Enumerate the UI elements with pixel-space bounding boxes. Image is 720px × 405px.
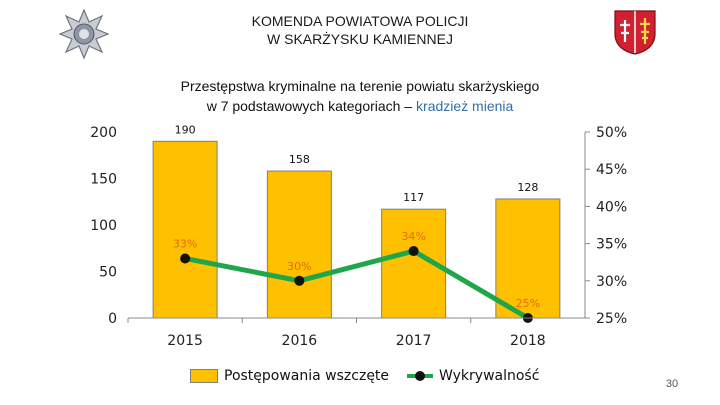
header-line-2: W SKARŻYSKU KAMIENNEJ: [267, 31, 453, 47]
left-axis-tick-label: 100: [90, 218, 117, 234]
legend: Postępowania wszczęte Wykrywalność: [190, 366, 557, 386]
left-axis-tick-label: 50: [99, 265, 117, 281]
left-axis-tick-label: 0: [108, 311, 117, 327]
line-point-2017: [408, 246, 419, 257]
bar-value-label: 158: [289, 153, 310, 166]
line-value-label: 25%: [516, 297, 540, 310]
bar-2016: [266, 170, 332, 319]
header-line-1: KOMENDA POWIATOWA POLICJI: [251, 13, 469, 29]
slide-title-highlight: kradzież mienia: [416, 98, 514, 114]
slide-title-prefix: w 7 podstawowych kategoriach –: [206, 98, 417, 114]
left-axis-tick-label: 150: [90, 172, 117, 188]
x-axis-tick-label: 2016: [282, 333, 318, 349]
bar-2015: [152, 140, 218, 319]
line-point-2016: [294, 275, 305, 286]
right-axis-tick-label: 40%: [596, 199, 627, 215]
right-axis-tick-label: 45%: [596, 162, 627, 178]
line-value-label: 33%: [173, 237, 197, 250]
legend-item-line: Wykrywalność: [407, 368, 539, 384]
slide-title-line-2: w 7 podstawowych kategoriach – kradzież …: [110, 96, 610, 116]
police-badge-icon: [58, 8, 110, 60]
detection-rate-line: [184, 248, 530, 321]
slide-title: Przestępstwa kryminalne na terenie powia…: [110, 76, 610, 116]
axes: 0 50 100 150 200 25% 30% 35% 40% 45% 50% 2015 2016 20…: [90, 125, 627, 349]
x-axis-tick-label: 2018: [510, 333, 546, 349]
legend-item-bars: Postępowania wszczęte: [190, 368, 389, 384]
bar-2018: [495, 198, 561, 319]
coat-of-arms-icon: [614, 10, 656, 55]
right-axis-tick-label: 25%: [596, 311, 627, 327]
legend-line-label: Wykrywalność: [439, 368, 540, 384]
header: KOMENDA POWIATOWA POLICJI W SKARŻYSKU KA…: [200, 12, 520, 48]
legend-bar-label: Postępowania wszczęte: [224, 368, 390, 384]
line-value-label: 30%: [287, 260, 311, 273]
page-number: 30: [665, 378, 679, 390]
right-axis-tick-label: 50%: [596, 125, 627, 141]
bar-value-label: 117: [403, 191, 424, 204]
bar-series: [152, 140, 561, 319]
line-series: [180, 246, 533, 323]
right-axis-tick-label: 30%: [596, 274, 627, 290]
x-axis-tick-label: 2017: [396, 333, 432, 349]
legend-bar-swatch: [190, 369, 218, 383]
line-value-label: 34%: [401, 230, 425, 243]
x-axis-tick-label: 2015: [167, 333, 203, 349]
bar-value-label: 128: [517, 181, 538, 194]
right-axis-tick-label: 35%: [596, 237, 627, 253]
line-point-2015: [180, 253, 191, 264]
legend-line-swatch: [407, 370, 434, 382]
data-labels: 190 158 117 128 33% 30% 34% 25%: [173, 123, 540, 310]
left-axis-tick-label: 200: [90, 125, 117, 141]
slide-title-line-1: Przestępstwa kryminalne na terenie powia…: [180, 78, 540, 94]
bar-value-label: 190: [175, 123, 196, 136]
